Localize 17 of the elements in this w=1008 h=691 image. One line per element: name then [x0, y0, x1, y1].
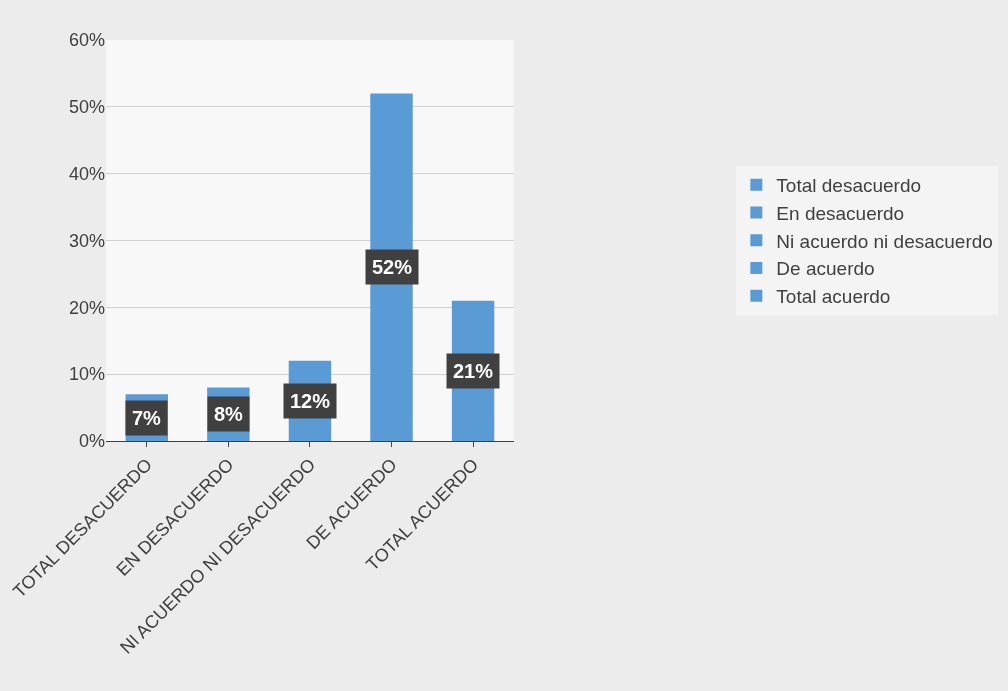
data-label: 8% — [214, 403, 244, 425]
y-tick-label: 10% — [68, 364, 105, 385]
data-label: 52% — [372, 256, 413, 278]
legend-label: Total desacuerdo — [776, 175, 922, 197]
y-tick-label: 40% — [68, 163, 105, 184]
y-tick-label: 0% — [78, 431, 105, 452]
y-tick-label: 60% — [68, 30, 105, 51]
y-tick-label: 50% — [68, 97, 105, 118]
legend-label: En desacuerdo — [776, 202, 905, 224]
y-tick-label: 30% — [68, 230, 105, 251]
legend-label: Total acuerdo — [776, 286, 891, 308]
legend-label: De acuerdo — [776, 258, 875, 280]
data-label: 7% — [132, 407, 162, 429]
y-tick-label: 20% — [68, 297, 105, 318]
legend-label: Ni acuerdo ni desacuerdo — [776, 230, 993, 252]
data-label: 12% — [290, 390, 331, 412]
data-label: 21% — [453, 360, 494, 382]
